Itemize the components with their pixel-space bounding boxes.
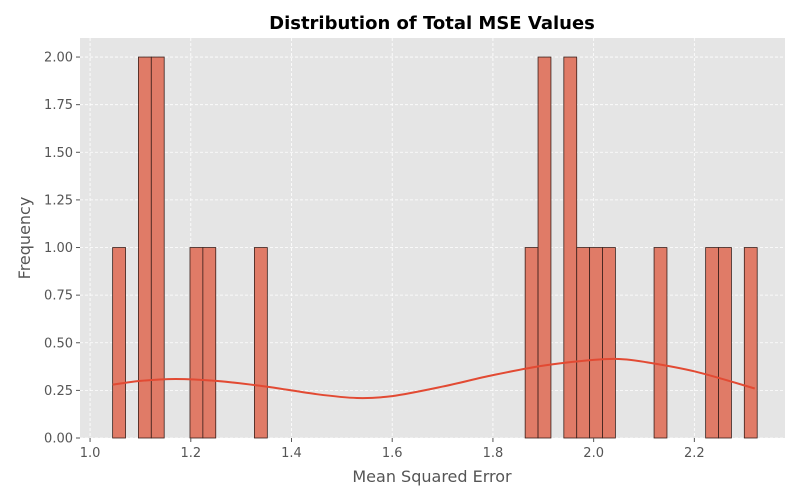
x-axis-ticks: 1.0 1.2 1.4 1.6 1.8 2.0 2.2 <box>80 438 705 461</box>
y-tick-label: 0.50 <box>44 336 73 351</box>
x-axis-label: Mean Squared Error <box>352 467 512 486</box>
x-tick-label: 1.2 <box>180 446 201 461</box>
y-tick-label: 0.25 <box>44 384 73 399</box>
x-tick-label: 1.4 <box>281 446 302 461</box>
plot-area <box>80 38 785 438</box>
histogram-bar <box>705 247 719 439</box>
histogram-bar <box>112 247 126 439</box>
chart-title: Distribution of Total MSE Values <box>269 13 595 34</box>
histogram-bar <box>189 247 204 439</box>
y-tick-label: 1.50 <box>44 146 73 161</box>
histogram-bar <box>602 247 616 439</box>
x-tick-label: 2.2 <box>684 446 705 461</box>
histogram-bar <box>589 247 603 439</box>
histogram-bar <box>150 56 165 439</box>
y-tick-label: 1.00 <box>44 241 73 256</box>
y-axis-label: Frequency <box>15 197 34 280</box>
histogram-bar <box>563 56 578 439</box>
x-tick-label: 1.0 <box>80 446 101 461</box>
y-tick-label: 1.75 <box>44 98 73 113</box>
y-axis-ticks: 0.00 0.25 0.50 0.75 1.00 1.25 1.50 1.75 2.00 <box>44 51 80 447</box>
kde-layer <box>112 357 756 400</box>
bars-layer <box>112 56 758 439</box>
histogram-bar <box>537 56 552 439</box>
histogram-bar <box>653 247 668 439</box>
kde-curve <box>112 357 756 400</box>
grid-layer <box>80 38 785 439</box>
x-tick-label: 1.8 <box>483 446 504 461</box>
y-tick-label: 0.75 <box>44 289 73 304</box>
histogram-bar <box>576 247 591 439</box>
y-tick-label: 1.25 <box>44 193 73 208</box>
x-tick-label: 1.6 <box>382 446 403 461</box>
histogram-bar <box>743 247 758 439</box>
x-tick-label: 2.0 <box>583 446 604 461</box>
y-tick-label: 0.00 <box>44 432 73 447</box>
histogram-bar <box>718 247 732 439</box>
histogram-bar <box>202 247 217 439</box>
y-tick-label: 2.00 <box>44 51 73 66</box>
histogram-bar <box>524 247 539 439</box>
histogram-bar <box>254 247 268 439</box>
